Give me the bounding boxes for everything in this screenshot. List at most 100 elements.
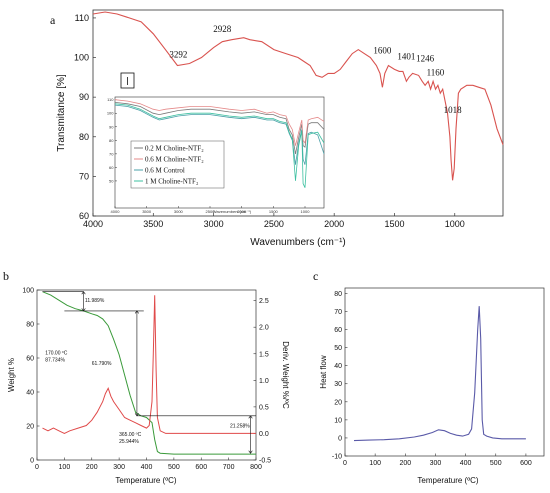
inset-x-tick-label: 2500 xyxy=(206,209,216,214)
panel-b-y-tick-label: 20 xyxy=(26,424,34,431)
panel-c-y-tick-label: 20 xyxy=(334,399,342,406)
panel-a-peak-label: 2928 xyxy=(213,24,232,34)
inset-series-lines xyxy=(114,99,325,188)
panel-a-x-tick-label: 2000 xyxy=(324,219,344,229)
inset-series-line xyxy=(114,104,325,165)
panel-a-x-tick-label: 3000 xyxy=(204,219,224,229)
inset-legend-entry: 0.6 M Control xyxy=(145,167,185,175)
panel-c-y-tick-label: 40 xyxy=(334,363,342,370)
inset-series-line xyxy=(114,102,325,154)
panel-b-y-tick-label: 60 xyxy=(26,356,34,363)
inset-y-tick-label: 60 xyxy=(109,165,114,170)
panel-b-y-tick-label: 0 xyxy=(30,458,34,465)
inset-y-tick-label: 90 xyxy=(109,124,114,129)
panel-b-x-tick-label: 400 xyxy=(141,464,153,471)
panel-c-x-tick-label: 500 xyxy=(490,460,502,467)
inset-legend-box xyxy=(130,140,225,189)
inset-y-tick-label: 70 xyxy=(109,151,114,156)
panel-a-inset: 4000 3500 3000 2500 2000 1500 1000 50 60 70 80 90 10… xyxy=(107,96,325,214)
panel-a: a 4000 3500 3000 2500 2000 1500 1000 60 70 80 90 10… xyxy=(50,9,504,248)
panel-a-y-tick-label: 70 xyxy=(79,171,89,181)
panel-b-arrow-head xyxy=(81,291,86,295)
panel-c-y-tick-label: -10 xyxy=(332,454,342,461)
panel-b-x-tick-label: 600 xyxy=(195,464,207,471)
panel-b-x-tick-label: 500 xyxy=(168,464,180,471)
panel-b-annotation: 170.00 ºC xyxy=(45,351,68,357)
panel-c-plot-frame xyxy=(344,287,545,457)
inset-x-axis-label: Wavenumbers (cm⁻¹) xyxy=(213,209,252,214)
panel-a-y-tick-label: 90 xyxy=(79,92,89,102)
panel-b-y-tick-label: 40 xyxy=(26,390,34,397)
panel-b-arrow-head xyxy=(134,413,139,417)
inset-legend-entry: 1 M Choline-NTF₂ xyxy=(145,178,199,186)
panel-a-y-tick-label: 100 xyxy=(74,53,89,63)
panel-b-annotation: 21.258% xyxy=(230,424,250,430)
inset-legend-entry: 0.2 M Choline-NTF₂ xyxy=(145,145,204,153)
panel-b-annotation: 11.989% xyxy=(85,298,105,304)
panel-b-annotation: 87.734% xyxy=(45,357,65,363)
panel-b-right-y-tick-label: 2.0 xyxy=(259,325,269,332)
inset-series-line xyxy=(114,103,325,188)
inset-x-tick-label: 3500 xyxy=(142,209,152,214)
panel-b-x-tick-label: 100 xyxy=(59,464,71,471)
panel-c-x-tick-label: 0 xyxy=(343,460,347,467)
panel-a-y-tick-label: 110 xyxy=(75,13,89,23)
inset-x-tick-label: 2000 xyxy=(237,209,247,214)
panel-c-y-axis-label: Heat flow xyxy=(319,355,328,389)
panel-b-x-tick-label: 200 xyxy=(86,464,98,471)
panel-b-annotation: 25.944% xyxy=(119,439,139,445)
panel-b-series-line xyxy=(42,291,256,455)
panel-c-x-tick-label: 200 xyxy=(399,460,411,467)
panel-a-peak-label: 1401 xyxy=(397,52,415,62)
panel-b-x-tick-label: 700 xyxy=(223,464,235,471)
panel-c-x-tick-label: 300 xyxy=(430,460,442,467)
panel-b-y-axis-label: Weight % xyxy=(7,358,16,392)
panel-a-peak-label: 1600 xyxy=(373,46,392,56)
panel-c: c 0 100 200 300 400 500 600-100102030405060708… xyxy=(313,269,545,485)
panel-a-annotations: 3292 2928 1600 1401 1246 1160 1018 xyxy=(169,24,462,115)
panel-b-arrow-head xyxy=(248,450,253,454)
panel-a-x-tick-label: 4000 xyxy=(83,219,103,229)
panel-a-letter: a xyxy=(50,13,56,27)
inset-x-tick-label: 3000 xyxy=(174,209,184,214)
inset-x-tick-label: 1000 xyxy=(301,209,311,214)
inset-y-tick-label: 100 xyxy=(107,111,114,116)
panel-a-plot-frame xyxy=(92,9,504,217)
panel-b: b 0 100 200 300 400 500 600 700 800 0 20 40 60 80 100 -… xyxy=(3,269,290,485)
panel-b-arrow-head xyxy=(134,310,139,314)
inset-series-line xyxy=(114,99,325,146)
panel-a-ticks: 4000 3500 3000 2500 2000 1500 1000 60 70 80 90 100 1… xyxy=(74,13,465,229)
panel-c-x-tick-label: 100 xyxy=(369,460,381,467)
panel-b-right-y-tick-label: 1.0 xyxy=(259,378,269,385)
panel-c-letter: c xyxy=(313,269,318,283)
panel-b-x-tick-label: 800 xyxy=(250,464,262,471)
panel-b-letter: b xyxy=(3,269,9,283)
panel-b-right-y-tick-label: -0.5 xyxy=(259,458,271,465)
panel-a-y-tick-label: 60 xyxy=(79,211,89,221)
panel-a-y-axis-label: Transmitance [%] xyxy=(56,74,67,152)
inset-x-tick-label: 4000 xyxy=(111,209,121,214)
panel-b-x-tick-label: 0 xyxy=(35,464,39,471)
panel-c-x-tick-label: 400 xyxy=(460,460,472,467)
panel-b-y-tick-label: 100 xyxy=(22,288,34,295)
panel-b-arrow-head xyxy=(248,415,253,419)
inset-legend-entry: 0.6 M Choline-NTF₂ xyxy=(145,156,204,164)
panel-c-x-axis-label: Temperature (ºC) xyxy=(417,476,478,485)
inset-y-tick-label: 110 xyxy=(107,97,114,102)
panel-a-x-tick-label: 3500 xyxy=(143,219,163,229)
panel-c-series-line xyxy=(353,306,526,442)
panel-b-series-line xyxy=(42,295,256,434)
panel-c-y-tick-label: 60 xyxy=(334,327,342,334)
panel-a-peak-label: 1018 xyxy=(444,105,463,115)
panel-a-peak-label: 3292 xyxy=(169,50,187,60)
panel-a-x-axis-label: Wavenumbers (cm⁻¹) xyxy=(250,237,345,248)
inset-x-tick-label: 1500 xyxy=(269,209,279,214)
panel-b-plot-frame xyxy=(36,289,257,461)
inset-legend: 0.2 M Choline-NTF₂ 0.6 M Choline-NTF₂ 0.6 … xyxy=(130,140,225,189)
panel-a-series-line xyxy=(92,11,504,181)
panel-c-y-tick-label: 70 xyxy=(334,309,342,316)
panel-b-y-tick-label: 80 xyxy=(26,322,34,329)
